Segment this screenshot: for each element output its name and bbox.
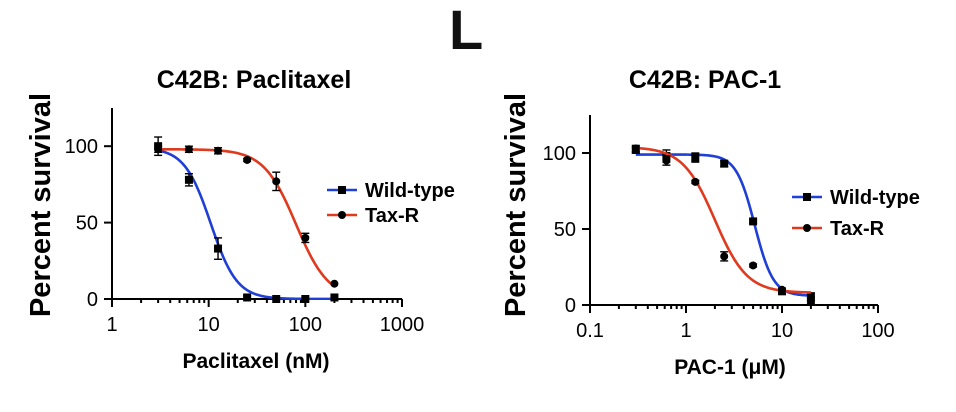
chart-1: C42B: Paclitaxel Paclitaxel (nM) Percent s…: [25, 66, 455, 373]
x-tick-label: 100: [289, 314, 322, 336]
data-point: [330, 293, 339, 302]
legend-entry: Wild-type: [327, 180, 455, 202]
legend-marker: [338, 186, 346, 194]
data-point: [720, 159, 729, 168]
data-point: [301, 233, 310, 242]
data-point: [778, 285, 786, 294]
data-point: [691, 177, 700, 186]
panel-label: L: [449, 0, 484, 61]
y-tick-label: 0: [565, 295, 576, 317]
data-point: [301, 295, 310, 303]
legend-marker: [338, 211, 346, 219]
fit-curve: [158, 147, 336, 288]
data-point: [184, 175, 193, 184]
data-point: [243, 293, 252, 302]
data-point: [749, 261, 758, 270]
legend-label: Wild-type: [365, 180, 455, 202]
chart-title: C42B: Paclitaxel: [157, 66, 352, 94]
legend-entry: Tax-R: [327, 205, 420, 227]
legend-entry: Wild-type: [792, 187, 920, 209]
y-axis-label: Percent survival: [25, 93, 57, 317]
series-wild-type: [631, 145, 815, 303]
y-tick-label: 50: [76, 213, 98, 235]
data-point: [214, 244, 223, 253]
y-axis-label: Percent survival: [500, 93, 532, 317]
x-tick-label: 10: [771, 320, 793, 342]
x-tick-label: 100: [861, 320, 894, 342]
fit-curve: [157, 149, 335, 300]
data-point: [691, 153, 700, 162]
legend-label: Tax-R: [830, 218, 885, 240]
legend-label: Wild-type: [830, 187, 920, 209]
x-tick-label: 10: [198, 314, 220, 336]
data-point: [330, 279, 339, 288]
chart-2: C42B: PAC-1 PAC-1 (μM) Percent survival 0 50…: [500, 66, 920, 379]
y-tick-label: 100: [65, 136, 98, 158]
data-point: [214, 146, 223, 155]
x-axis-label: PAC-1 (μM): [674, 356, 786, 379]
fit-curve: [635, 146, 811, 294]
y-tick-label: 0: [87, 289, 98, 311]
legend-label: Tax-R: [365, 205, 420, 227]
chart-title: C42B: PAC-1: [629, 66, 781, 94]
data-point: [720, 252, 729, 261]
y-tick-label: 50: [554, 219, 576, 241]
legend-marker: [803, 224, 811, 232]
fit-curve: [635, 153, 811, 297]
data-point: [806, 296, 815, 305]
data-point: [243, 155, 252, 164]
data-point: [272, 295, 281, 303]
x-tick-label: 1: [106, 314, 117, 336]
legend-entry: Tax-R: [792, 218, 885, 240]
legend-marker: [803, 193, 811, 201]
x-tick-label: 1000: [380, 314, 425, 336]
series-tax-r: [154, 145, 339, 288]
data-point: [749, 217, 758, 226]
data-point: [631, 144, 640, 153]
x-axis-label: Paclitaxel (nM): [182, 350, 329, 373]
data-point: [184, 145, 193, 154]
data-point: [154, 145, 163, 154]
data-point: [272, 177, 281, 186]
y-tick-label: 100: [543, 143, 576, 165]
x-tick-label: 0.1: [576, 320, 604, 342]
series-tax-r: [631, 144, 815, 305]
data-point: [662, 156, 671, 165]
x-tick-label: 1: [680, 320, 691, 342]
